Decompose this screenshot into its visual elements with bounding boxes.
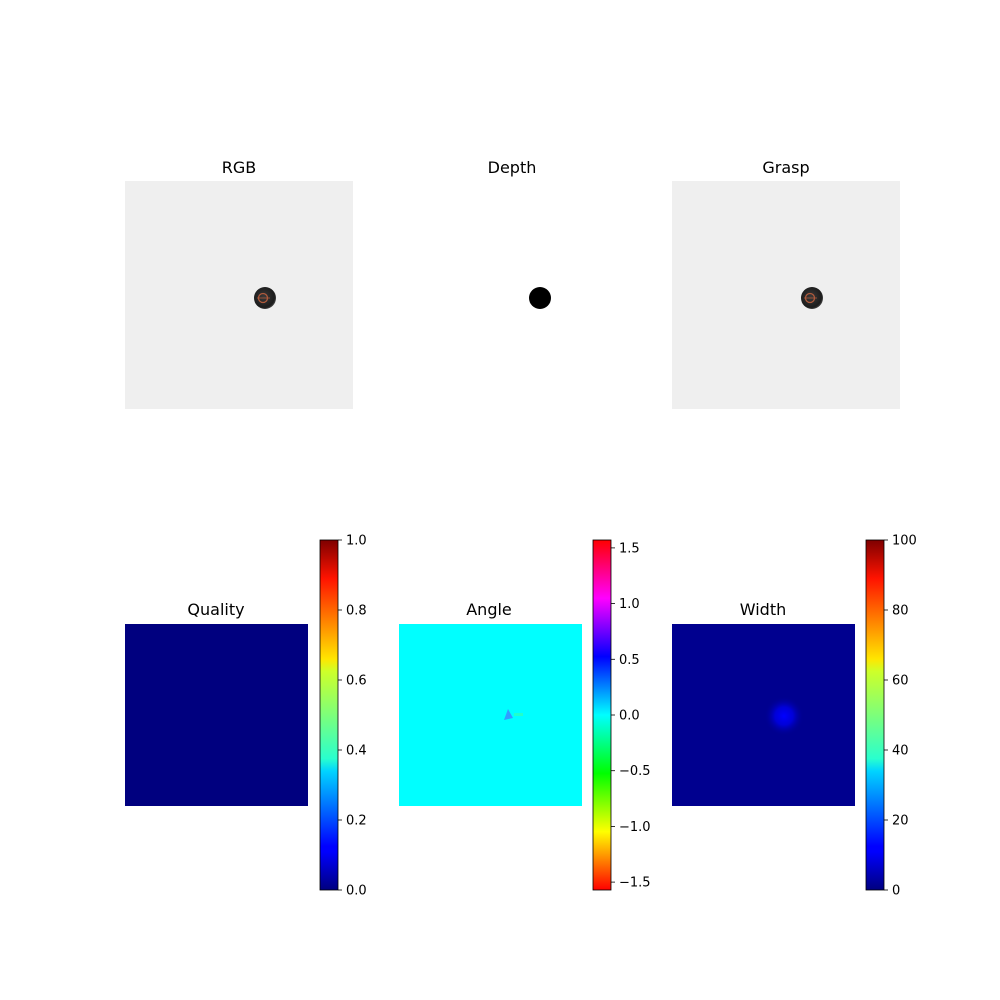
width-colorbar-tick-label: 20 <box>892 814 909 829</box>
quality-title: Quality <box>187 600 244 619</box>
quality-colorbar-ticks: 0.0 0.2 0.4 0.6 0.8 1.0 <box>338 534 367 899</box>
rgb-panel: RGB <box>125 158 353 409</box>
rgb-image <box>125 181 353 409</box>
grasp-object <box>801 287 823 309</box>
depth-title: Depth <box>488 158 537 177</box>
depth-object <box>529 287 551 309</box>
angle-title: Angle <box>466 600 512 619</box>
angle-heatmap <box>399 624 582 806</box>
angle-colorbar-tick-label: 1.5 <box>619 541 640 556</box>
quality-colorbar-tick-label: 0.4 <box>346 744 367 759</box>
angle-colorbar-tick-label: −1.5 <box>619 876 651 891</box>
quality-colorbar-tick-label: 1.0 <box>346 534 367 549</box>
width-title: Width <box>740 600 786 619</box>
width-spot <box>764 696 804 736</box>
width-colorbar-tick-label: 60 <box>892 674 909 689</box>
width-colorbar <box>865 539 885 891</box>
width-colorbar-tick-label: 0 <box>892 884 900 899</box>
angle-spot <box>504 709 523 720</box>
width-colorbar-tick-label: 100 <box>892 534 917 549</box>
quality-panel: Quality 0.0 0.2 0.4 0.6 0.8 1.0 <box>125 534 367 899</box>
depth-image <box>398 181 626 409</box>
angle-colorbar <box>592 539 612 891</box>
quality-colorbar-tick-label: 0.0 <box>346 884 367 899</box>
width-panel: Width 0 20 40 60 80 100 <box>672 534 917 899</box>
quality-colorbar <box>319 539 339 891</box>
angle-colorbar-tick-label: 0.0 <box>619 709 640 724</box>
angle-colorbar-tick-label: 0.5 <box>619 653 640 668</box>
grasp-image <box>672 181 900 409</box>
angle-panel: Angle −1.5 −1.0 −0.5 0.0 0.5 1.0 1.5 <box>399 539 651 891</box>
width-colorbar-tick-label: 80 <box>892 604 909 619</box>
angle-colorbar-ticks: −1.5 −1.0 −0.5 0.0 0.5 1.0 1.5 <box>611 541 651 891</box>
grasp-panel: Grasp <box>672 158 900 409</box>
quality-heatmap <box>125 624 308 806</box>
rgb-title: RGB <box>222 158 257 177</box>
quality-colorbar-tick-label: 0.8 <box>346 604 367 619</box>
angle-colorbar-tick-label: 1.0 <box>619 597 640 612</box>
quality-colorbar-tick-label: 0.6 <box>346 674 367 689</box>
width-colorbar-ticks: 0 20 40 60 80 100 <box>884 534 917 899</box>
grasp-title: Grasp <box>762 158 809 177</box>
angle-colorbar-tick-label: −1.0 <box>619 820 651 835</box>
depth-panel: Depth <box>398 158 626 409</box>
width-colorbar-tick-label: 40 <box>892 744 909 759</box>
rgb-object <box>254 287 276 309</box>
quality-colorbar-tick-label: 0.2 <box>346 814 367 829</box>
width-heatmap <box>672 624 855 806</box>
angle-colorbar-tick-label: −0.5 <box>619 764 651 779</box>
